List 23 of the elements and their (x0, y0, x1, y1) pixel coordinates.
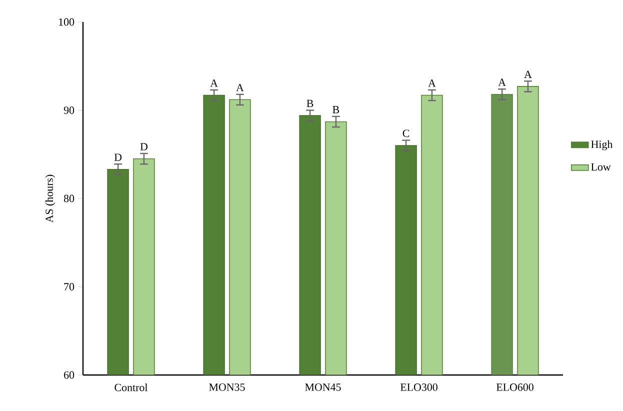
data-label: A (524, 70, 532, 78)
data-label: B (332, 106, 340, 114)
data-label: A (236, 84, 244, 92)
y-tick-label: 80 (64, 194, 74, 202)
legend-label: High (591, 140, 613, 150)
data-label: C (402, 130, 410, 138)
x-tick-label: MON45 (305, 384, 341, 391)
x-tick-label: ELO600 (496, 384, 534, 391)
data-label: A (498, 78, 506, 86)
y-tick-label: 100 (59, 18, 74, 26)
data-label: B (306, 100, 314, 108)
legend-label: Low (591, 163, 611, 171)
data-label: D (114, 154, 122, 161)
y-tick-label: 70 (64, 283, 74, 290)
x-tick-label: MON35 (209, 384, 245, 391)
data-label: A (210, 80, 218, 87)
data-label: D (140, 143, 148, 150)
x-tick-label: ELO300 (400, 384, 438, 391)
y-axis-title: AS (hours) (45, 174, 56, 223)
y-tick-label: 60 (64, 371, 74, 379)
data-label: A (428, 80, 436, 87)
x-tick-label: Control (114, 384, 148, 392)
y-tick-label: 90 (64, 106, 74, 114)
